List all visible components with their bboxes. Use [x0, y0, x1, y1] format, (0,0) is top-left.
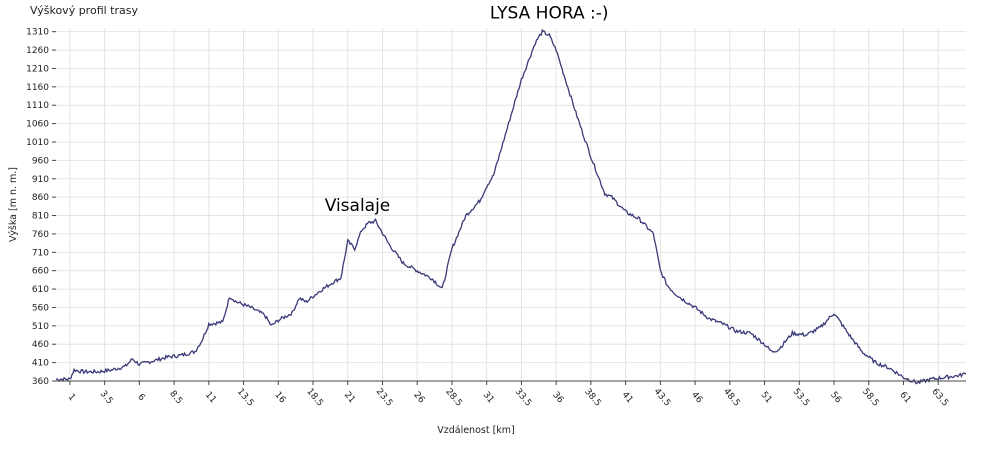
chart-title: Výškový profil trasy	[30, 4, 138, 17]
y-tick-label: 460	[32, 340, 49, 350]
x-tick-label: 11	[203, 390, 218, 405]
y-tick-label: 1060	[26, 120, 49, 130]
x-tick-label: 13.5	[235, 387, 256, 409]
y-tick-label: 560	[32, 303, 49, 313]
y-axis-ticks: 360 410 460 510 560 610 660 710 760 810 860 910 960 1…	[26, 28, 56, 387]
y-tick-label: 910	[32, 175, 49, 185]
peak-annotation: LYSA HORA :-)	[490, 3, 609, 23]
peak-annotation: Visalaje	[325, 196, 391, 216]
elevation-series-line	[55, 28, 966, 385]
x-tick-label: 8.5	[167, 389, 184, 406]
x-tick-label: 3.5	[98, 389, 115, 406]
x-tick-label: 1	[66, 392, 77, 403]
x-tick-label: 36	[550, 390, 565, 405]
x-tick-label: 53.5	[791, 387, 812, 409]
x-tick-label: 16	[272, 390, 287, 405]
y-tick-label: 660	[32, 267, 49, 277]
x-tick-label: 31	[481, 390, 496, 405]
y-tick-label: 960	[32, 156, 49, 166]
y-tick-label: 710	[32, 248, 49, 258]
x-tick-label: 33.5	[513, 387, 534, 409]
x-tick-label: 56	[828, 390, 843, 405]
x-tick-label: 23.5	[374, 387, 395, 409]
y-tick-label: 610	[32, 285, 49, 295]
x-tick-label: 43.5	[652, 387, 673, 409]
x-tick-label: 41	[620, 390, 635, 405]
y-tick-label: 1110	[26, 101, 49, 111]
y-tick-label: 1260	[26, 46, 49, 56]
y-tick-label: 510	[32, 322, 49, 332]
y-tick-label: 1160	[26, 83, 49, 93]
x-tick-label: 63.5	[929, 387, 950, 409]
x-axis-ticks: 1 3.5 6 8.5 11 13.5 16 18.5 21 23.5 26 28.5 31 33.5 36…	[66, 381, 950, 409]
chart-annotations: Visalaje LYSA HORA :-)	[325, 3, 609, 216]
y-axis-label: Výška [m n. m.]	[8, 167, 19, 242]
x-tick-label: 58.5	[860, 387, 881, 409]
y-tick-label: 1310	[26, 28, 49, 38]
y-tick-label: 1210	[26, 64, 49, 74]
y-tick-label: 760	[32, 230, 49, 240]
x-axis-label: Vzdálenost [km]	[437, 425, 515, 436]
x-tick-label: 28.5	[443, 387, 464, 409]
x-tick-label: 26	[411, 390, 426, 405]
x-tick-label: 21	[342, 390, 357, 405]
y-tick-label: 360	[32, 377, 49, 387]
y-tick-label: 860	[32, 193, 49, 203]
x-tick-label: 51	[759, 390, 774, 405]
x-tick-label: 46	[689, 390, 704, 405]
y-tick-label: 810	[32, 212, 49, 222]
x-tick-label: 6	[135, 392, 147, 403]
x-tick-label: 38.5	[582, 387, 603, 409]
y-tick-label: 410	[32, 359, 49, 369]
y-tick-label: 1010	[26, 138, 49, 148]
x-tick-label: 61	[898, 390, 913, 405]
chart-grid	[56, 28, 966, 382]
x-tick-label: 48.5	[721, 387, 742, 409]
x-tick-label: 18.5	[304, 387, 325, 409]
